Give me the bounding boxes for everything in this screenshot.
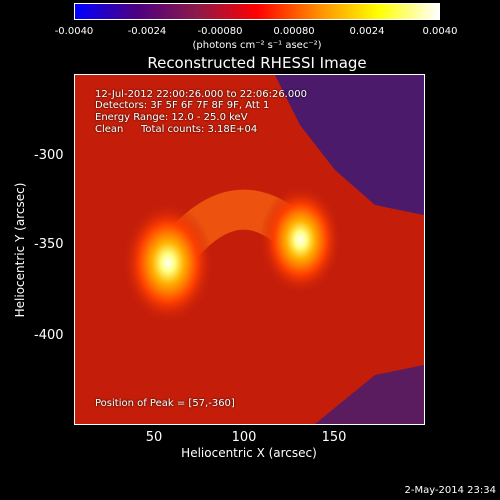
colorbar-tick: 0.0024 (349, 26, 385, 37)
x-tick-label: 100 (231, 430, 257, 445)
y-tick-label: -400 (34, 328, 64, 343)
colorbar-tick: 0.00080 (273, 26, 315, 37)
colorbar-tick: 0.0040 (422, 26, 458, 37)
colorbar-tick: -0.00080 (197, 26, 243, 37)
source-2 (260, 185, 342, 294)
source-1 (123, 202, 214, 323)
y-axis-label: Heliocentric Y (arcsec) (13, 182, 27, 318)
energy-range-label: Energy Range: 12.0 - 25.0 keV (95, 112, 248, 123)
x-tick-label: 150 (321, 430, 347, 445)
y-tick-label: -300 (34, 148, 64, 163)
y-tick-label: -350 (34, 237, 64, 252)
clean-label: Clean (95, 124, 124, 135)
negative-region (315, 365, 424, 424)
datestamp: 2-May-2014 23:34 (404, 485, 496, 496)
total-counts-label: Total counts: 3.18E+04 (141, 124, 258, 135)
time-range-label: 12-Jul-2012 22:00:26.000 to 22:06:26.000 (95, 89, 307, 100)
colorbar-units: (photons cm⁻² s⁻¹ asec⁻²) (192, 40, 322, 51)
colorbar-tick: -0.0040 (54, 26, 94, 37)
heatmap-canvas (75, 75, 424, 424)
detectors-label: Detectors: 3F 5F 6F 7F 8F 9F, Att 1 (95, 100, 270, 111)
negative-region (275, 75, 424, 215)
heatmap-plot: 12-Jul-2012 22:00:26.000 to 22:06:26.000… (74, 74, 425, 425)
colorbar-tick: -0.0024 (127, 26, 167, 37)
x-tick-label: 50 (145, 430, 163, 445)
colorbar (74, 3, 440, 20)
peak-position-label: Position of Peak = [57,-360] (95, 398, 235, 409)
chart-title: Reconstructed RHESSI Image (147, 54, 367, 72)
x-axis-label: Heliocentric X (arcsec) (181, 446, 317, 460)
